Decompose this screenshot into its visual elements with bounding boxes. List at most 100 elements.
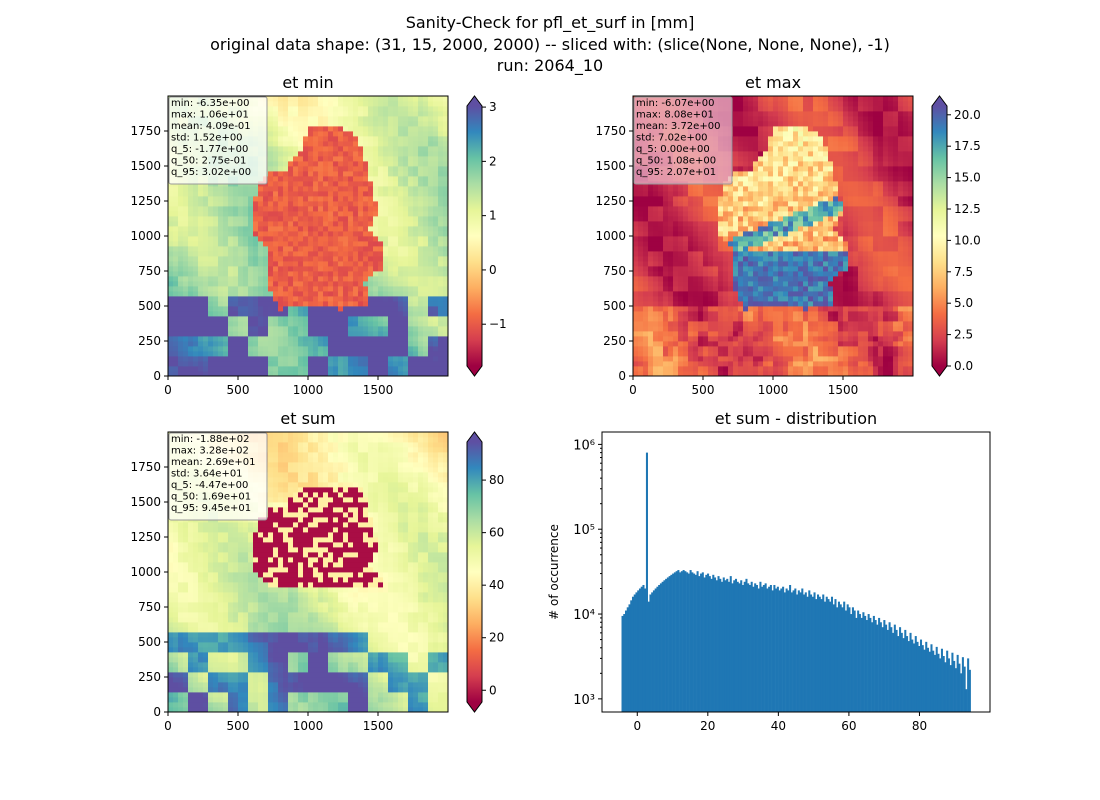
heatmap-cell <box>173 266 179 272</box>
heatmap-cell <box>693 351 699 357</box>
heatmap-cell <box>773 291 779 297</box>
heatmap-cell <box>438 141 444 147</box>
heatmap-cell <box>338 286 344 292</box>
heatmap-cell <box>783 351 789 357</box>
heatmap-cell <box>203 296 209 302</box>
heatmap-cell <box>433 351 439 357</box>
heatmap-cell <box>313 241 319 247</box>
heatmap-cell <box>278 306 284 312</box>
heatmap-cell <box>283 341 289 347</box>
heatmap-cell <box>283 236 289 242</box>
heatmap-cell <box>778 211 784 217</box>
heatmap-cell <box>298 351 304 357</box>
heatmap-cell <box>198 301 204 307</box>
heatmap-cell <box>738 301 744 307</box>
heatmap-cell <box>258 311 264 317</box>
heatmap-cell <box>383 261 389 267</box>
heatmap-cell <box>683 241 689 247</box>
heatmap-cell <box>703 351 709 357</box>
heatmap-cell <box>333 226 339 232</box>
heatmap-cell <box>243 211 249 217</box>
heatmap-cell <box>758 176 764 182</box>
heatmap-cell <box>348 281 354 287</box>
heatmap-cell <box>178 241 184 247</box>
heatmap-cell <box>298 206 304 212</box>
heatmap-cell <box>393 261 399 267</box>
heatmap-cell <box>638 296 644 302</box>
heatmap-cell <box>723 331 729 337</box>
heatmap-cell <box>373 266 379 272</box>
heatmap-cell <box>438 176 444 182</box>
heatmap-cell <box>343 141 349 147</box>
heatmap-cell <box>633 261 639 267</box>
heatmap-cell <box>408 136 414 142</box>
heatmap-cell <box>358 371 364 376</box>
heatmap-cell <box>743 141 749 147</box>
heatmap-cell <box>398 201 404 207</box>
heatmap-cell <box>683 226 689 232</box>
heatmap-cell <box>788 371 794 376</box>
heatmap-cell <box>423 221 429 227</box>
heatmap-cell <box>648 306 654 312</box>
heatmap-cell <box>368 176 374 182</box>
heatmap-cell <box>718 261 724 267</box>
heatmap-cell <box>268 286 274 292</box>
heatmap-cell <box>308 306 314 312</box>
heatmap-cell <box>388 121 394 127</box>
heatmap-cell <box>408 191 414 197</box>
heatmap-cell <box>778 306 784 312</box>
heatmap-cell <box>733 176 739 182</box>
heatmap-cell <box>398 136 404 142</box>
heatmap-cell <box>788 121 794 127</box>
heatmap-cell <box>743 341 749 347</box>
heatmap-cell <box>423 311 429 317</box>
heatmap-cell <box>693 346 699 352</box>
heatmap-cell <box>733 146 739 152</box>
heatmap-cell <box>378 216 384 222</box>
heatmap-cell <box>253 266 259 272</box>
heatmap-cell <box>268 211 274 217</box>
heatmap-cell <box>298 311 304 317</box>
heatmap-cell <box>363 361 369 367</box>
heatmap-cell <box>788 216 794 222</box>
heatmap-cell <box>778 366 784 372</box>
heatmap-cell <box>268 146 274 152</box>
heatmap-cell <box>178 216 184 222</box>
heatmap-cell <box>328 366 334 372</box>
heatmap-cell <box>403 336 409 342</box>
heatmap-cell <box>788 316 794 322</box>
heatmap-cell <box>743 281 749 287</box>
heatmap-cell <box>758 306 764 312</box>
heatmap-cell <box>288 146 294 152</box>
heatmap-cell <box>633 346 639 352</box>
heatmap-cell <box>388 326 394 332</box>
heatmap-cell <box>768 156 774 162</box>
heatmap-cell <box>663 301 669 307</box>
heatmap-cell <box>363 261 369 267</box>
heatmap-cell <box>653 361 659 367</box>
heatmap-cell <box>443 356 448 362</box>
heatmap-cell <box>253 191 259 197</box>
heatmap-cell <box>413 336 419 342</box>
heatmap-cell <box>273 266 279 272</box>
heatmap-cell <box>258 206 264 212</box>
heatmap-cell <box>353 96 359 102</box>
heatmap-cell <box>698 286 704 292</box>
heatmap-cell <box>678 276 684 282</box>
heatmap-cell <box>378 231 384 237</box>
heatmap-cell <box>283 316 289 322</box>
heatmap-cell <box>298 191 304 197</box>
heatmap-cell <box>733 181 739 187</box>
heatmap-cell <box>183 351 189 357</box>
heatmap-cell <box>393 136 399 142</box>
heatmap-cell <box>723 256 729 262</box>
heatmap-cell <box>428 326 434 332</box>
heatmap-cell <box>353 356 359 362</box>
heatmap-cell <box>218 201 224 207</box>
heatmap-cell <box>233 261 239 267</box>
heatmap-cell <box>233 281 239 287</box>
heatmap-cell <box>708 251 714 257</box>
heatmap-cell <box>418 111 424 117</box>
heatmap-cell <box>328 206 334 212</box>
